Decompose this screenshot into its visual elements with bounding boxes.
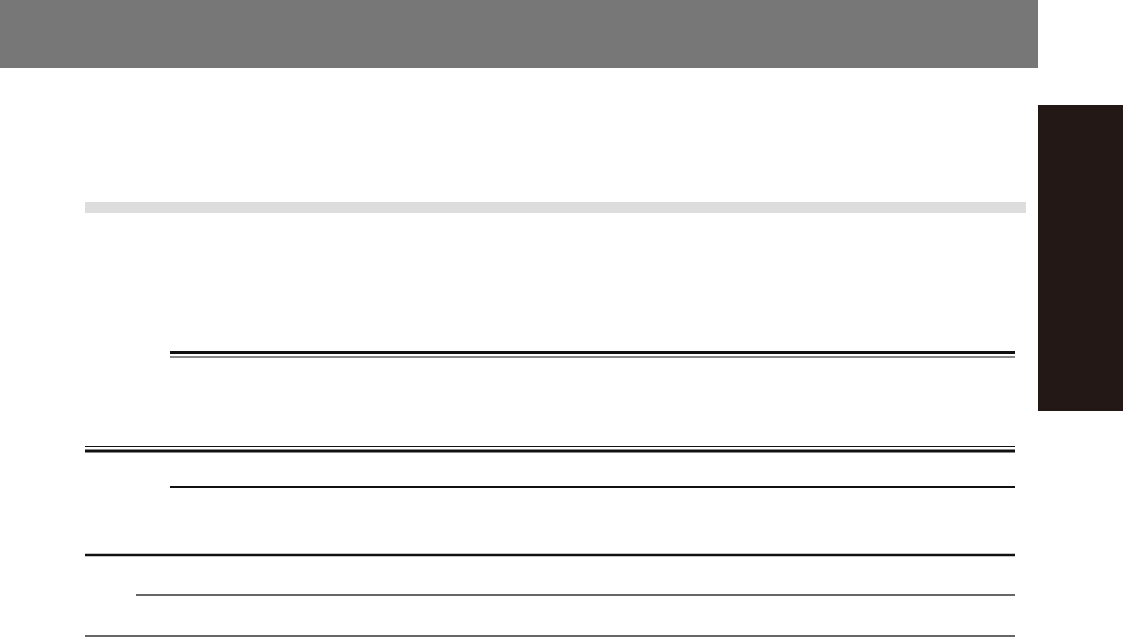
header-bar — [0, 0, 1038, 68]
side-tab — [1038, 105, 1123, 411]
section-band — [85, 202, 1026, 213]
